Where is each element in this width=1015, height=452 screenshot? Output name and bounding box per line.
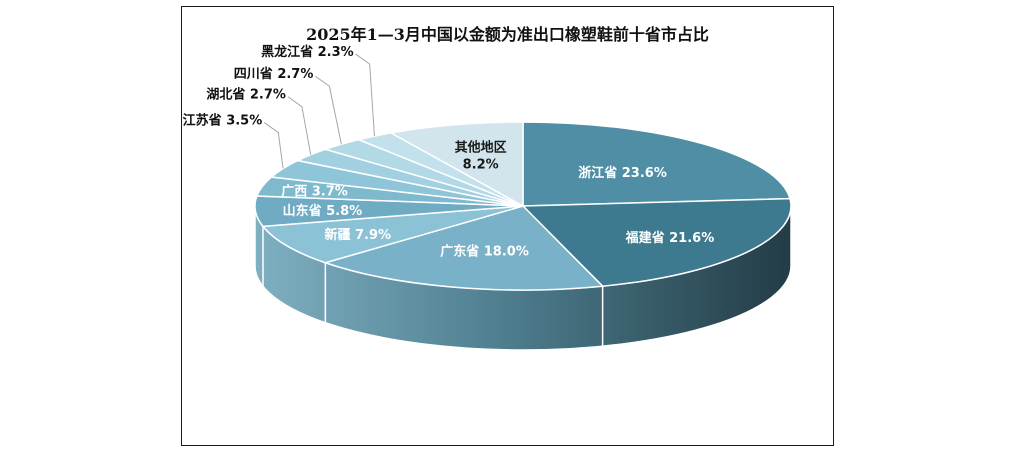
pie-label-5: 山东省 5.8% (283, 203, 363, 219)
pie-label-4: 新疆 7.9% (324, 227, 391, 243)
pie-value-11: 8.2% (463, 158, 499, 173)
pie-slice-11 (388, 121, 524, 208)
pie-label-1: 浙江省 23.6% (578, 165, 667, 181)
pie-slice-4 (261, 205, 524, 264)
pie-label-6: 广西 3.7% (281, 183, 348, 199)
pie-slice-1 (522, 121, 791, 207)
pie-label-10: 黑龙江省 2.3% (261, 44, 354, 60)
chart-title: 2025年1—3月中国以金额为准出口橡塑鞋前十省市占比 (306, 25, 709, 44)
pie-leader-line (355, 53, 375, 137)
pie-slice-2 (521, 197, 792, 287)
pie-label-7: 江苏省 3.5% (183, 113, 263, 129)
pie-leader-line (287, 96, 312, 155)
pie-label-3: 广东省 18.0% (440, 244, 529, 260)
pie-label-9: 四川省 2.7% (234, 66, 314, 82)
pie-label-11: 其他地区 (455, 140, 507, 156)
pie-leader-line (315, 75, 342, 145)
pie-label-8: 湖北省 2.7% (206, 87, 286, 103)
pie-chart: 浙江省 23.6% 福建省 21.6% 广东省 18.0% 新疆 7.9% 山东省 5.… (183, 44, 792, 351)
pie-label-2: 福建省 21.6% (625, 230, 715, 246)
pie-slice-3 (322, 205, 605, 291)
pie-leader-line (263, 122, 284, 169)
